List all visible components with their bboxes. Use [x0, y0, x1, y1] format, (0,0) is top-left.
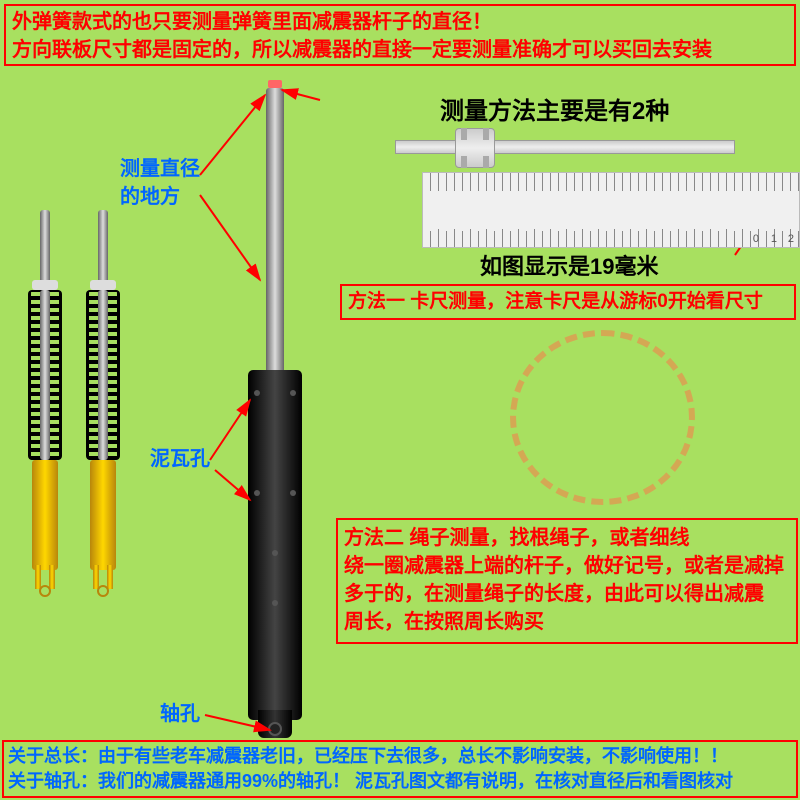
top-instruction-box: 外弹簧款式的也只要测量弹簧里面减震器杆子的直径！ 方向联板尺寸都是固定的，所以减… — [4, 4, 796, 66]
method2-l4: 周长，在按照周长购买 — [344, 608, 790, 636]
ruler-caption: 如图显示是19毫米 — [480, 252, 658, 283]
bottom-box: 关于总长：由于有些老车减震器老旧，已经压下去很多，总长不影响安装，不影响使用！！… — [2, 740, 798, 798]
method2-l2: 绕一圈减震器上端的杆子，做好记号，或者是减掉 — [344, 552, 790, 580]
ruler: 0 1 2 — [422, 172, 800, 248]
axle-hole-label: 轴孔 — [160, 700, 200, 728]
mud-hole-label: 泥瓦孔 — [150, 445, 210, 473]
bottom-l2: 关于轴孔：我们的减震器通用99%的轴孔！ 泥瓦孔图文都有说明，在核对直径后和看图… — [8, 769, 792, 794]
top-line1: 外弹簧款式的也只要测量弹簧里面减震器杆子的直径！ — [12, 8, 788, 36]
spring-shock-right — [78, 210, 128, 580]
method2-l3: 多于的，在测量绳子的长度，由此可以得出减震 — [344, 580, 790, 608]
rope-circle — [510, 330, 695, 505]
caliper — [395, 128, 735, 168]
spring-shock-left — [20, 210, 70, 580]
method1-text: 方法一 卡尺测量，注意卡尺是从游标0开始看尺寸 — [348, 289, 788, 316]
bottom-l1: 关于总长：由于有些老车减震器老旧，已经压下去很多，总长不影响安装，不影响使用！！ — [8, 744, 792, 769]
main-shock — [230, 80, 320, 740]
methods-title: 测量方法主要是有2种 — [440, 95, 669, 129]
measure-point-label: 测量直径 的地方 — [120, 155, 200, 211]
method1-box: 方法一 卡尺测量，注意卡尺是从游标0开始看尺寸 — [340, 284, 796, 320]
top-line2: 方向联板尺寸都是固定的，所以减震器的直接一定要测量准确才可以买回去安装 — [12, 36, 788, 64]
method2-box: 方法二 绳子测量，找根绳子，或者细线 绕一圈减震器上端的杆子，做好记号，或者是减… — [336, 518, 798, 644]
method2-l1: 方法二 绳子测量，找根绳子，或者细线 — [344, 524, 790, 552]
